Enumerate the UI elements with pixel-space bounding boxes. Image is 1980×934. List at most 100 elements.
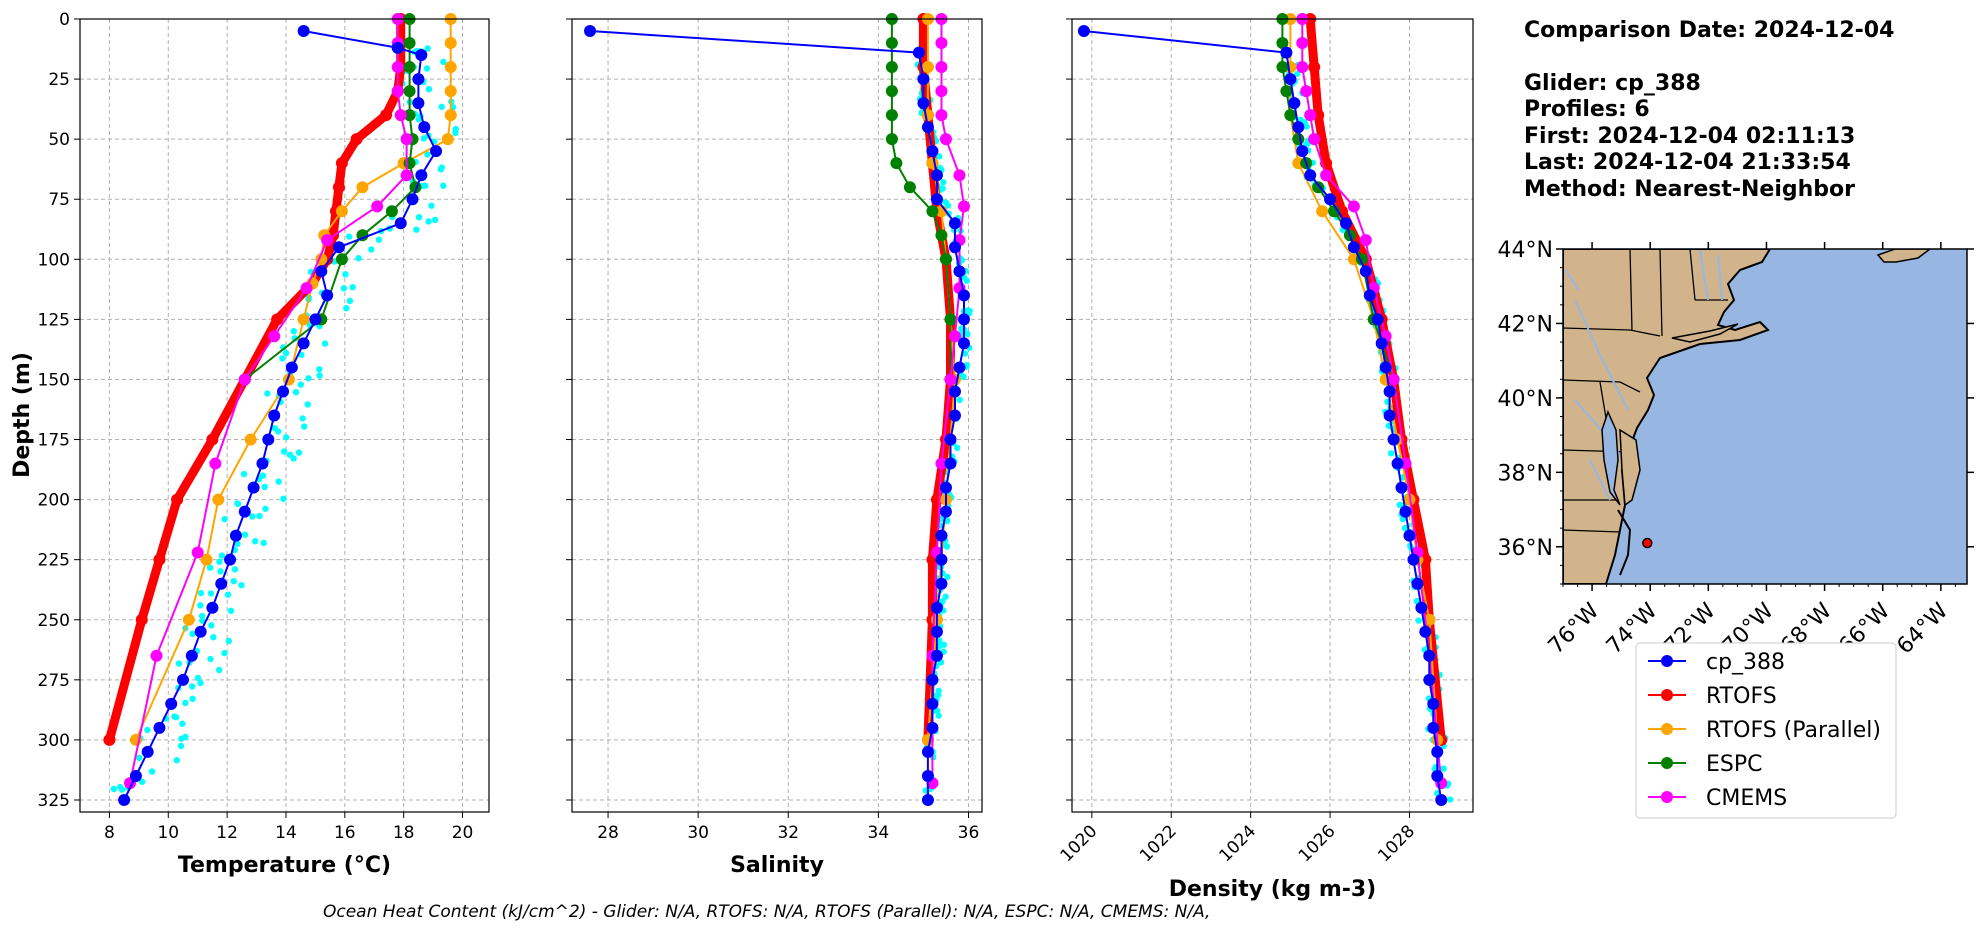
point-cp-388 <box>948 385 961 398</box>
raw-point <box>234 500 242 508</box>
raw-point <box>423 65 431 72</box>
raw-point <box>944 573 951 581</box>
point-cmems <box>948 330 961 343</box>
raw-point <box>207 590 215 597</box>
lat-tick-label: 36°N <box>1498 536 1553 561</box>
raw-point <box>241 531 249 538</box>
raw-point <box>940 179 947 186</box>
point-rtofs <box>350 133 363 146</box>
point-cp-388 <box>1379 361 1392 374</box>
x-tick-label: 1020 <box>1057 821 1102 866</box>
point-cp-388 <box>194 625 207 638</box>
raw-point <box>110 785 117 793</box>
raw-point <box>316 372 323 379</box>
point-rtofs-parallel <box>212 493 225 506</box>
raw-point <box>197 602 204 609</box>
panel-temperature-c: 8 10 12 14 16 18 20025507510012515017520022525… <box>10 10 490 878</box>
point-espc <box>944 313 957 326</box>
point-cp-388 <box>1284 73 1297 86</box>
x-axis-label: Salinity <box>730 853 824 878</box>
raw-point <box>256 512 263 520</box>
lon-tick-label: 76°W <box>1544 598 1605 659</box>
legend-label: CMEMS <box>1706 786 1787 811</box>
x-tick-label: 1026 <box>1295 821 1340 866</box>
point-rtofs-parallel <box>926 157 939 170</box>
point-rtofs <box>206 433 219 446</box>
point-cp-388 <box>141 745 154 758</box>
point-cp-388 <box>394 217 407 230</box>
comparison-date: Comparison Date: 2024-12-04 <box>1524 18 1894 43</box>
series-line-cmems <box>1301 19 1443 784</box>
x-tick-label: 12 <box>216 823 238 843</box>
point-cmems <box>1359 234 1372 247</box>
legend-marker <box>1661 723 1673 735</box>
raw-point <box>1294 70 1301 77</box>
point-cp-388 <box>957 289 970 302</box>
last-time: Last: 2024-12-04 21:33:54 <box>1524 150 1851 175</box>
raw-point <box>440 58 447 66</box>
profile-panels: 8 10 12 14 16 18 20025507510012515017520022525… <box>10 10 1474 902</box>
raw-point <box>939 598 946 605</box>
point-rtofs-parallel <box>182 613 195 626</box>
point-espc <box>885 61 898 74</box>
point-cp-388 <box>309 313 322 326</box>
y-tick-label: 100 <box>38 250 70 270</box>
point-cmems <box>191 546 204 559</box>
series-cp-388 <box>1077 25 1448 806</box>
point-rtofs-parallel <box>921 109 934 122</box>
point-rtofs <box>171 493 184 506</box>
point-cp-388 <box>1304 169 1317 182</box>
point-cp-388 <box>391 41 404 54</box>
point-cp-388 <box>921 121 934 134</box>
point-cp-388 <box>418 121 431 134</box>
raw-point <box>197 589 205 597</box>
raw-point <box>206 564 214 571</box>
raw-point <box>189 683 196 690</box>
point-espc <box>1276 61 1289 74</box>
point-cp-388 <box>1431 745 1444 758</box>
raw-point <box>231 566 239 573</box>
raw-point <box>375 236 383 243</box>
point-cp-388 <box>1419 625 1432 638</box>
point-cp-388 <box>921 769 934 782</box>
point-rtofs-parallel <box>444 61 457 74</box>
raw-point <box>304 401 311 408</box>
point-cmems <box>935 457 948 470</box>
point-espc <box>885 85 898 98</box>
info-block: Comparison Date: 2024-12-04 Glider: cp_3… <box>1524 18 1894 202</box>
raw-point <box>944 202 952 209</box>
point-espc <box>403 61 416 74</box>
point-cp-388 <box>1423 649 1436 662</box>
point-cmems <box>957 200 970 213</box>
raw-point <box>1303 123 1310 130</box>
point-cp-388 <box>229 529 242 542</box>
point-cp-388 <box>412 73 425 86</box>
raw-point <box>194 674 202 682</box>
x-tick-label: 34 <box>868 823 890 843</box>
raw-point <box>261 483 268 491</box>
raw-point <box>216 558 223 565</box>
point-cp-388 <box>935 553 948 566</box>
point-cmems <box>238 373 251 386</box>
point-cp-388 <box>1435 793 1448 806</box>
point-rtofs <box>135 613 148 626</box>
raw-point <box>1415 617 1422 624</box>
point-cmems <box>400 169 413 182</box>
legend-marker <box>1661 791 1673 803</box>
raw-point <box>173 757 181 764</box>
raw-point <box>343 305 350 312</box>
point-rtofs <box>380 109 393 122</box>
y-tick-label: 0 <box>59 10 70 30</box>
point-cp-388 <box>247 481 260 494</box>
y-tick-label: 275 <box>38 671 70 691</box>
series-rtofs-parallel <box>1284 13 1444 746</box>
raw-point <box>208 622 215 629</box>
axes-frame <box>1071 18 1474 813</box>
point-cp-388 <box>297 25 310 38</box>
legend-marker <box>1661 689 1673 701</box>
raw-point <box>207 655 214 663</box>
raw-point <box>316 366 323 373</box>
raw-point <box>943 543 951 550</box>
point-rtofs-parallel <box>200 553 213 566</box>
point-cp-388 <box>930 169 943 182</box>
